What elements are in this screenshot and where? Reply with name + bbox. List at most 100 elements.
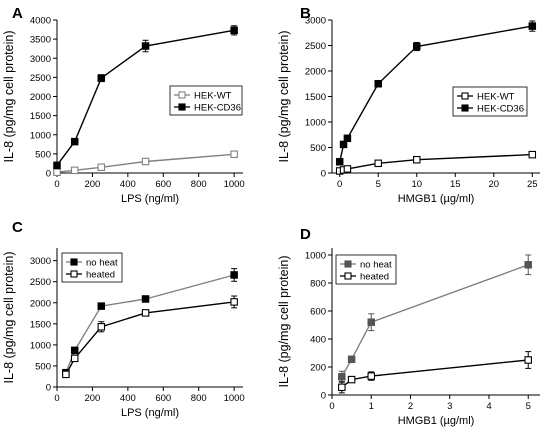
y-tick-label: 800: [310, 279, 326, 290]
data-point: [70, 354, 79, 363]
y-axis-label: IL-8 (pg/mg cell protein): [2, 30, 16, 162]
y-tick-label: 1000: [30, 340, 51, 351]
x-tick-label: 200: [84, 179, 100, 190]
y-tick-label: 2000: [30, 298, 51, 309]
legend-label: HEK-CD36: [477, 104, 524, 115]
panel-letter: D: [300, 226, 311, 243]
y-tick-label: 600: [310, 307, 326, 318]
legend-marker: [344, 260, 352, 268]
x-tick-label: 0: [54, 393, 59, 404]
data-point: [367, 318, 375, 326]
chart-panel-a: A 0 200 400 600 800 1000 0 500 1000 1500 2000 2500 30…: [2, 5, 245, 205]
y-axis-label: IL-8 (pg/mg cell protein): [277, 30, 291, 162]
panel-letter: C: [12, 219, 23, 236]
data-point: [338, 373, 346, 381]
x-axis-label: HMGB1 (µg/ml): [398, 193, 475, 205]
legend-label: heated: [360, 272, 389, 283]
data-point: [53, 161, 61, 170]
y-tick-label: 1000: [305, 118, 326, 129]
data-point: [528, 150, 537, 159]
legend-marker: [344, 272, 352, 280]
data-point: [141, 157, 150, 166]
y-tick-label: 200: [310, 363, 326, 374]
legend-marker: [461, 104, 469, 112]
data-point: [230, 298, 238, 306]
y-tick-label: 500: [310, 143, 326, 154]
legend-label: heated: [86, 270, 115, 281]
series-heated: [62, 295, 238, 379]
y-tick-label: 0: [321, 391, 326, 402]
data-point: [528, 22, 537, 30]
panel-letter: B: [300, 5, 311, 22]
y-tick-label: 1500: [30, 319, 51, 330]
series-hek-cd36: [53, 25, 238, 170]
legend-marker: [70, 258, 78, 266]
y-tick-label: 3000: [30, 256, 51, 267]
data-point: [338, 383, 346, 392]
y-tick-label: 1500: [305, 92, 326, 103]
data-point: [97, 323, 106, 331]
data-point: [141, 295, 150, 303]
data-point: [53, 168, 61, 176]
data-point: [367, 372, 375, 380]
y-tick-label: 0: [321, 169, 326, 180]
chart-panel-c: C 0 200 400 600 800 1000 0 500 1000 1500 2000 2500 30…: [2, 219, 245, 419]
data-point: [412, 155, 421, 164]
y-tick-label: 3500: [30, 35, 51, 46]
data-point: [141, 42, 150, 50]
y-tick-label: 500: [35, 361, 51, 372]
x-tick-label: 200: [84, 393, 100, 404]
x-axis-label: HMGB1 (µg/ml): [398, 415, 475, 427]
y-tick-label: 1000: [30, 130, 51, 141]
legend-label: HEK-WT: [477, 92, 515, 103]
series-line: [341, 359, 529, 388]
x-tick-label: 600: [155, 393, 171, 404]
y-tick-label: 0: [46, 169, 51, 180]
x-tick-label: 4: [486, 401, 491, 412]
data-point: [524, 261, 532, 269]
data-point: [70, 137, 79, 146]
x-tick-label: 1: [369, 401, 374, 412]
y-axis-label: IL-8 (pg/mg cell protein): [2, 251, 16, 383]
data-point: [374, 80, 382, 88]
data-point: [374, 159, 382, 168]
data-point: [347, 355, 356, 364]
legend-marker: [461, 92, 469, 100]
legend-label: HEK-WT: [194, 91, 232, 102]
series-no-heat: [338, 254, 532, 383]
series-line: [341, 264, 529, 378]
series-line: [339, 153, 533, 172]
y-axis-label: IL-8 (pg/mg cell protein): [277, 255, 291, 387]
x-tick-label: 20: [488, 179, 499, 190]
data-point: [343, 165, 352, 173]
x-tick-label: 1000: [224, 179, 245, 190]
data-point: [70, 166, 79, 175]
y-tick-label: 3000: [305, 16, 326, 27]
x-tick-label: 3: [447, 401, 452, 412]
data-point: [97, 302, 106, 310]
x-tick-label: 15: [450, 179, 461, 190]
x-tick-label: 5: [376, 179, 381, 190]
legend-marker: [70, 270, 78, 278]
legend-label: no heat: [86, 258, 118, 269]
x-tick-label: 800: [191, 393, 207, 404]
data-point: [97, 163, 106, 172]
series-heated: [338, 351, 532, 394]
legend-label: HEK-CD36: [194, 103, 241, 114]
x-axis-label: LPS (ng/ml): [121, 407, 179, 419]
y-tick-label: 2500: [30, 73, 51, 84]
y-tick-label: 2500: [305, 41, 326, 52]
y-tick-label: 2000: [305, 67, 326, 78]
y-tick-label: 2000: [30, 92, 51, 103]
y-tick-label: 500: [35, 149, 51, 160]
x-tick-label: 600: [155, 179, 171, 190]
data-point: [230, 150, 238, 159]
legend-label: no heat: [360, 260, 392, 271]
chart-panel-d: D 0 1 2 3 4 5 0 200 400 600 800 1000 HMGB1 (µg/ml) IL-…: [277, 226, 540, 427]
legend-marker: [178, 103, 186, 111]
legend-marker: [178, 91, 186, 99]
